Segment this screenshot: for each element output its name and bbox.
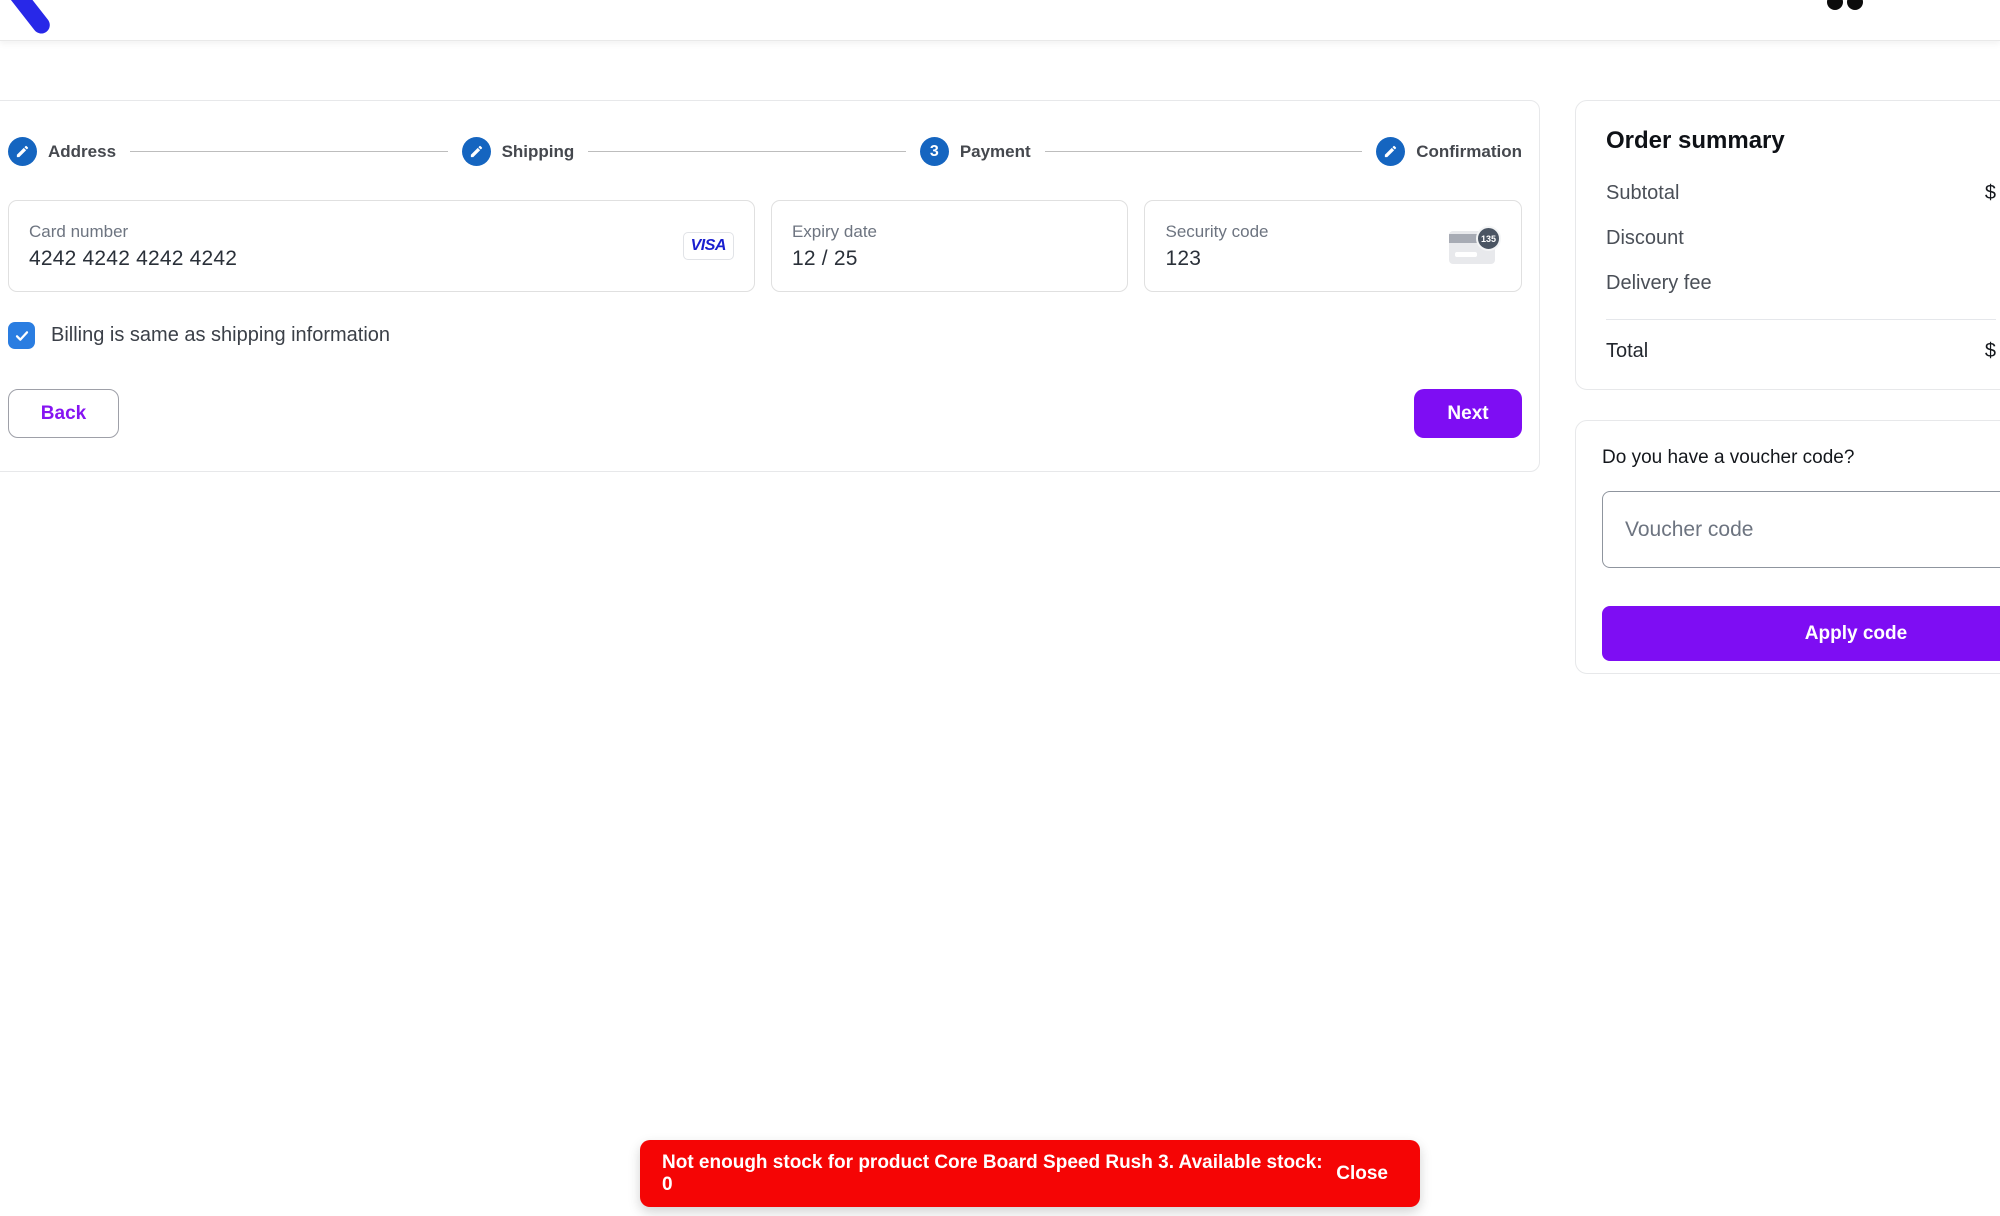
card-number-value[interactable]: 4242 4242 4242 4242 (29, 246, 238, 270)
edit-pencil-icon (461, 137, 491, 166)
payment-step-card: Address Shipping 3 Payment Confirmation (0, 100, 1540, 472)
order-summary-card: Order summary Subtotal $ Discount Delive… (1575, 100, 2000, 390)
edit-pencil-icon (8, 137, 37, 166)
cvc-card-icon: 135 (1448, 226, 1501, 266)
expiry-value[interactable]: 12 / 25 (791, 246, 858, 270)
stepper-connector (1044, 151, 1363, 152)
step-number-badge: 3 (919, 137, 949, 166)
card-number-label: Card number (29, 221, 129, 241)
check-icon (15, 330, 28, 341)
cvc-badge-number: 135 (1475, 226, 1501, 251)
billing-checkbox-label[interactable]: Billing is same as shipping information (51, 324, 391, 346)
security-code-value[interactable]: 123 (1165, 246, 1202, 270)
step-payment-active[interactable]: 3 Payment (919, 137, 1031, 166)
next-button[interactable]: Next (1414, 389, 1522, 438)
visa-brand-icon: VISA (682, 232, 734, 260)
app-header (0, 0, 2000, 41)
checkout-stepper: Address Shipping 3 Payment Confirmation (8, 137, 1522, 166)
summary-divider (1606, 319, 1996, 320)
security-code-label: Security code (1165, 221, 1269, 241)
summary-row-subtotal: Subtotal $ (1606, 181, 1996, 205)
voucher-code-input[interactable] (1602, 491, 2000, 568)
voucher-question: Do you have a voucher code? (1602, 447, 1855, 468)
security-code-field[interactable]: Security code 123 135 (1144, 200, 1522, 292)
expiry-date-field[interactable]: Expiry date 12 / 25 (770, 200, 1129, 292)
step-label: Shipping (501, 141, 575, 161)
stock-error-toast: Not enough stock for product Core Board … (640, 1140, 1420, 1207)
step-number: 3 (929, 142, 939, 160)
cart-icon[interactable] (1847, 0, 1863, 10)
summary-row-discount: Discount (1606, 226, 1996, 250)
step-shipping[interactable]: Shipping (461, 137, 575, 166)
step-label: Payment (959, 141, 1031, 161)
brand-logo-icon[interactable] (0, 0, 54, 37)
apply-code-button[interactable]: Apply code (1602, 606, 2000, 661)
back-button[interactable]: Back (8, 389, 119, 438)
card-fields-row: Card number 4242 4242 4242 4242 VISA Exp… (8, 200, 1522, 292)
total-label: Total (1606, 340, 1649, 362)
summary-row-total: Total $ (1606, 340, 1996, 363)
summary-label: Delivery fee (1606, 271, 1712, 294)
step-confirmation[interactable]: Confirmation (1376, 137, 1522, 166)
total-value: $ (1984, 340, 1996, 362)
expiry-label: Expiry date (791, 221, 877, 241)
toast-close-button[interactable]: Close (1336, 1162, 1388, 1184)
billing-checkbox[interactable] (8, 322, 35, 349)
summary-label: Subtotal (1606, 181, 1680, 204)
edit-pencil-icon (1376, 137, 1406, 166)
voucher-card: Do you have a voucher code? Apply code (1575, 420, 2000, 674)
order-summary-title: Order summary (1606, 127, 1785, 154)
stepper-connector (588, 151, 906, 152)
summary-value: $ (1984, 181, 1996, 204)
summary-row-delivery-fee: Delivery fee (1606, 271, 1996, 295)
billing-same-row: Billing is same as shipping information (8, 322, 1522, 349)
step-label: Confirmation (1416, 141, 1522, 161)
step-address[interactable]: Address (8, 137, 116, 166)
card-number-field[interactable]: Card number 4242 4242 4242 4242 VISA (8, 200, 755, 292)
stepper-connector (130, 151, 448, 152)
summary-label: Discount (1606, 226, 1684, 249)
cart-icon[interactable] (1827, 0, 1843, 10)
step-label: Address (48, 141, 117, 161)
toast-message: Not enough stock for product Core Board … (662, 1151, 1323, 1195)
form-actions: Back Next (8, 389, 1522, 438)
